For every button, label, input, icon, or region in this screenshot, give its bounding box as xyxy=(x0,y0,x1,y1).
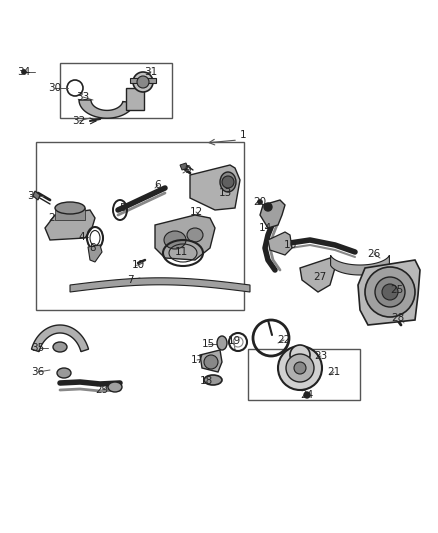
Ellipse shape xyxy=(55,202,85,214)
Circle shape xyxy=(375,277,405,307)
Ellipse shape xyxy=(108,382,122,392)
Text: 30: 30 xyxy=(49,83,62,93)
Polygon shape xyxy=(268,232,292,255)
Text: 34: 34 xyxy=(18,67,31,77)
Polygon shape xyxy=(180,163,188,170)
Circle shape xyxy=(204,355,218,369)
Circle shape xyxy=(286,354,314,382)
Text: 8: 8 xyxy=(90,243,96,253)
Polygon shape xyxy=(260,200,285,228)
Circle shape xyxy=(137,76,149,88)
Circle shape xyxy=(133,72,153,92)
Text: 33: 33 xyxy=(76,92,90,102)
Polygon shape xyxy=(79,100,135,118)
Circle shape xyxy=(222,176,234,188)
Bar xyxy=(248,349,360,400)
Text: 5: 5 xyxy=(120,203,126,213)
Text: 12: 12 xyxy=(189,207,203,217)
Text: 4: 4 xyxy=(79,232,85,242)
Circle shape xyxy=(21,69,27,75)
Polygon shape xyxy=(33,191,40,200)
Bar xyxy=(126,88,144,110)
Text: 1: 1 xyxy=(240,130,246,140)
Text: 6: 6 xyxy=(155,180,161,190)
Text: 18: 18 xyxy=(199,376,212,386)
Text: 19: 19 xyxy=(227,336,240,346)
Circle shape xyxy=(258,199,262,205)
Circle shape xyxy=(304,392,310,398)
Text: 31: 31 xyxy=(145,67,158,77)
Text: 24: 24 xyxy=(300,390,314,400)
Text: 35: 35 xyxy=(32,343,45,353)
Ellipse shape xyxy=(187,228,203,242)
Text: 28: 28 xyxy=(392,313,405,323)
Ellipse shape xyxy=(204,375,222,385)
Text: 25: 25 xyxy=(390,285,404,295)
Circle shape xyxy=(382,284,398,300)
Polygon shape xyxy=(331,255,389,275)
Bar xyxy=(60,63,172,118)
Polygon shape xyxy=(88,245,102,262)
Circle shape xyxy=(264,203,272,211)
Ellipse shape xyxy=(164,231,186,249)
Text: 36: 36 xyxy=(32,367,45,377)
Bar xyxy=(55,208,85,220)
Polygon shape xyxy=(45,210,95,240)
Ellipse shape xyxy=(57,368,71,378)
Text: 10: 10 xyxy=(131,260,145,270)
Ellipse shape xyxy=(220,172,236,192)
Text: 9: 9 xyxy=(185,165,191,175)
Polygon shape xyxy=(358,260,420,325)
Text: 16: 16 xyxy=(283,240,297,250)
Text: 14: 14 xyxy=(258,223,272,233)
Polygon shape xyxy=(155,215,215,260)
Text: 2: 2 xyxy=(49,213,55,223)
Polygon shape xyxy=(32,325,88,352)
Text: 3: 3 xyxy=(27,191,33,201)
Circle shape xyxy=(294,362,306,374)
Text: 7: 7 xyxy=(127,275,133,285)
Circle shape xyxy=(290,345,310,365)
Text: 17: 17 xyxy=(191,355,204,365)
Text: 11: 11 xyxy=(174,247,187,257)
Polygon shape xyxy=(300,258,335,292)
Polygon shape xyxy=(190,165,240,210)
Polygon shape xyxy=(200,350,222,372)
Circle shape xyxy=(365,267,415,317)
Bar xyxy=(36,142,244,310)
Text: 29: 29 xyxy=(95,385,109,395)
Text: 21: 21 xyxy=(327,367,341,377)
Ellipse shape xyxy=(53,342,67,352)
Circle shape xyxy=(278,346,322,390)
Text: 15: 15 xyxy=(201,339,215,349)
Text: 13: 13 xyxy=(219,188,232,198)
Text: 27: 27 xyxy=(313,272,327,282)
Text: 22: 22 xyxy=(277,335,291,345)
Ellipse shape xyxy=(217,336,227,350)
Text: 26: 26 xyxy=(367,249,381,259)
Bar xyxy=(130,78,156,83)
Text: 23: 23 xyxy=(314,351,328,361)
Circle shape xyxy=(304,392,310,398)
Polygon shape xyxy=(70,278,250,292)
Text: 20: 20 xyxy=(254,197,267,207)
Text: 32: 32 xyxy=(72,116,85,126)
